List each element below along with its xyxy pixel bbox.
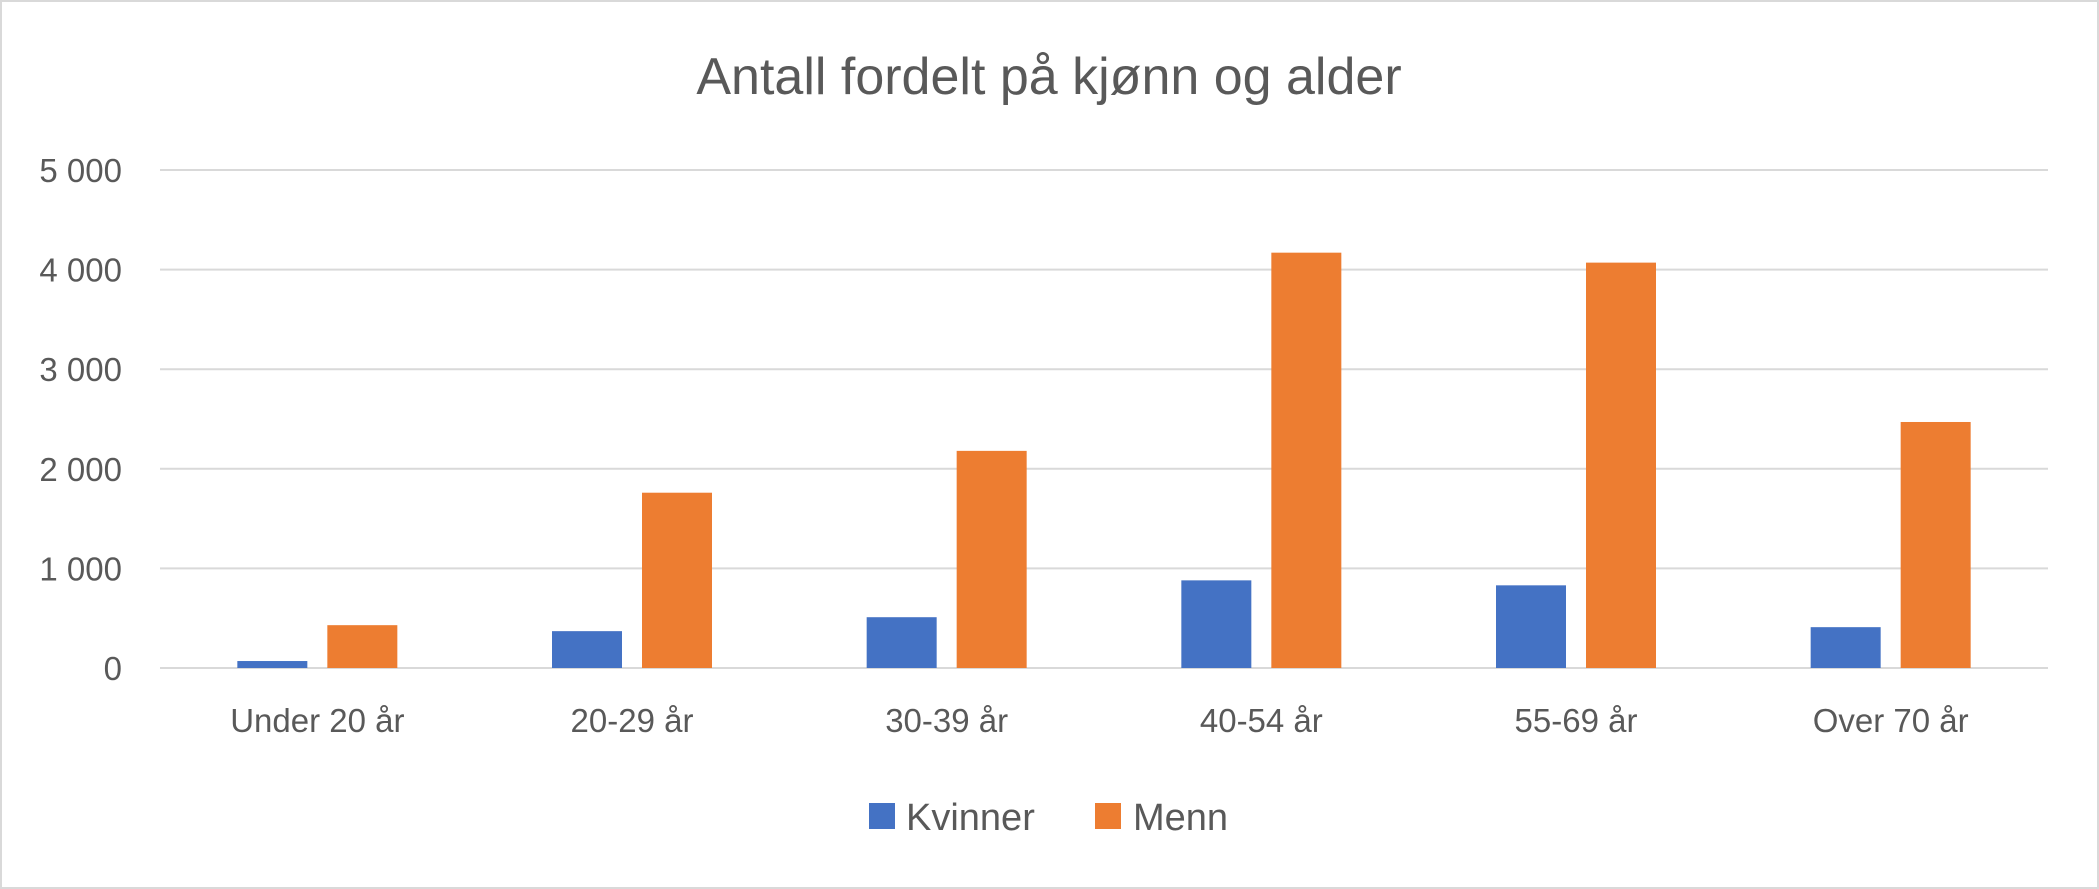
bar-kvinner (1181, 580, 1252, 668)
x-tick-label: 55-69 år (1515, 702, 1638, 739)
legend-swatch-kvinner (869, 803, 895, 829)
x-tick-label: 40-54 år (1200, 702, 1323, 739)
bar-menn (327, 625, 398, 668)
gridlines (160, 169, 2048, 669)
bar-kvinner (866, 617, 937, 668)
x-tick-label: 20-29 år (571, 702, 694, 739)
bar-menn (1271, 252, 1342, 668)
y-tick-label: 5 000 (39, 152, 122, 189)
legend-label-menn: Menn (1133, 797, 1228, 839)
bar-menn (1586, 262, 1656, 668)
bar-kvinner (1810, 627, 1881, 668)
bar-menn (1900, 421, 1971, 668)
bar-menn (642, 492, 712, 668)
x-tick-label: Over 70 år (1813, 702, 1969, 739)
x-tick-label: 30-39 år (885, 702, 1008, 739)
y-tick-label: 0 (104, 650, 122, 687)
bar-kvinner (1496, 585, 1566, 668)
y-tick-label: 2 000 (39, 451, 122, 488)
bar-kvinner (552, 631, 622, 668)
y-tick-label: 4 000 (39, 252, 122, 289)
legend-label-kvinner: Kvinner (906, 797, 1035, 839)
y-axis: 0 1 000 2 000 3 000 4 000 5 000 (39, 152, 122, 687)
x-axis: Under 20 år 20-29 år 30-39 år 40-54 år 55-69… (230, 702, 1968, 739)
bars (237, 252, 1971, 668)
y-tick-label: 1 000 (39, 550, 122, 587)
chart-title: Antall fordelt på kjønn og alder (696, 48, 1401, 106)
x-tick-label: Under 20 år (230, 702, 404, 739)
bar-menn (956, 450, 1027, 668)
legend: Kvinner Menn (869, 797, 1228, 839)
bar-kvinner (237, 661, 308, 668)
legend-swatch-menn (1095, 803, 1121, 829)
y-tick-label: 3 000 (39, 351, 122, 388)
